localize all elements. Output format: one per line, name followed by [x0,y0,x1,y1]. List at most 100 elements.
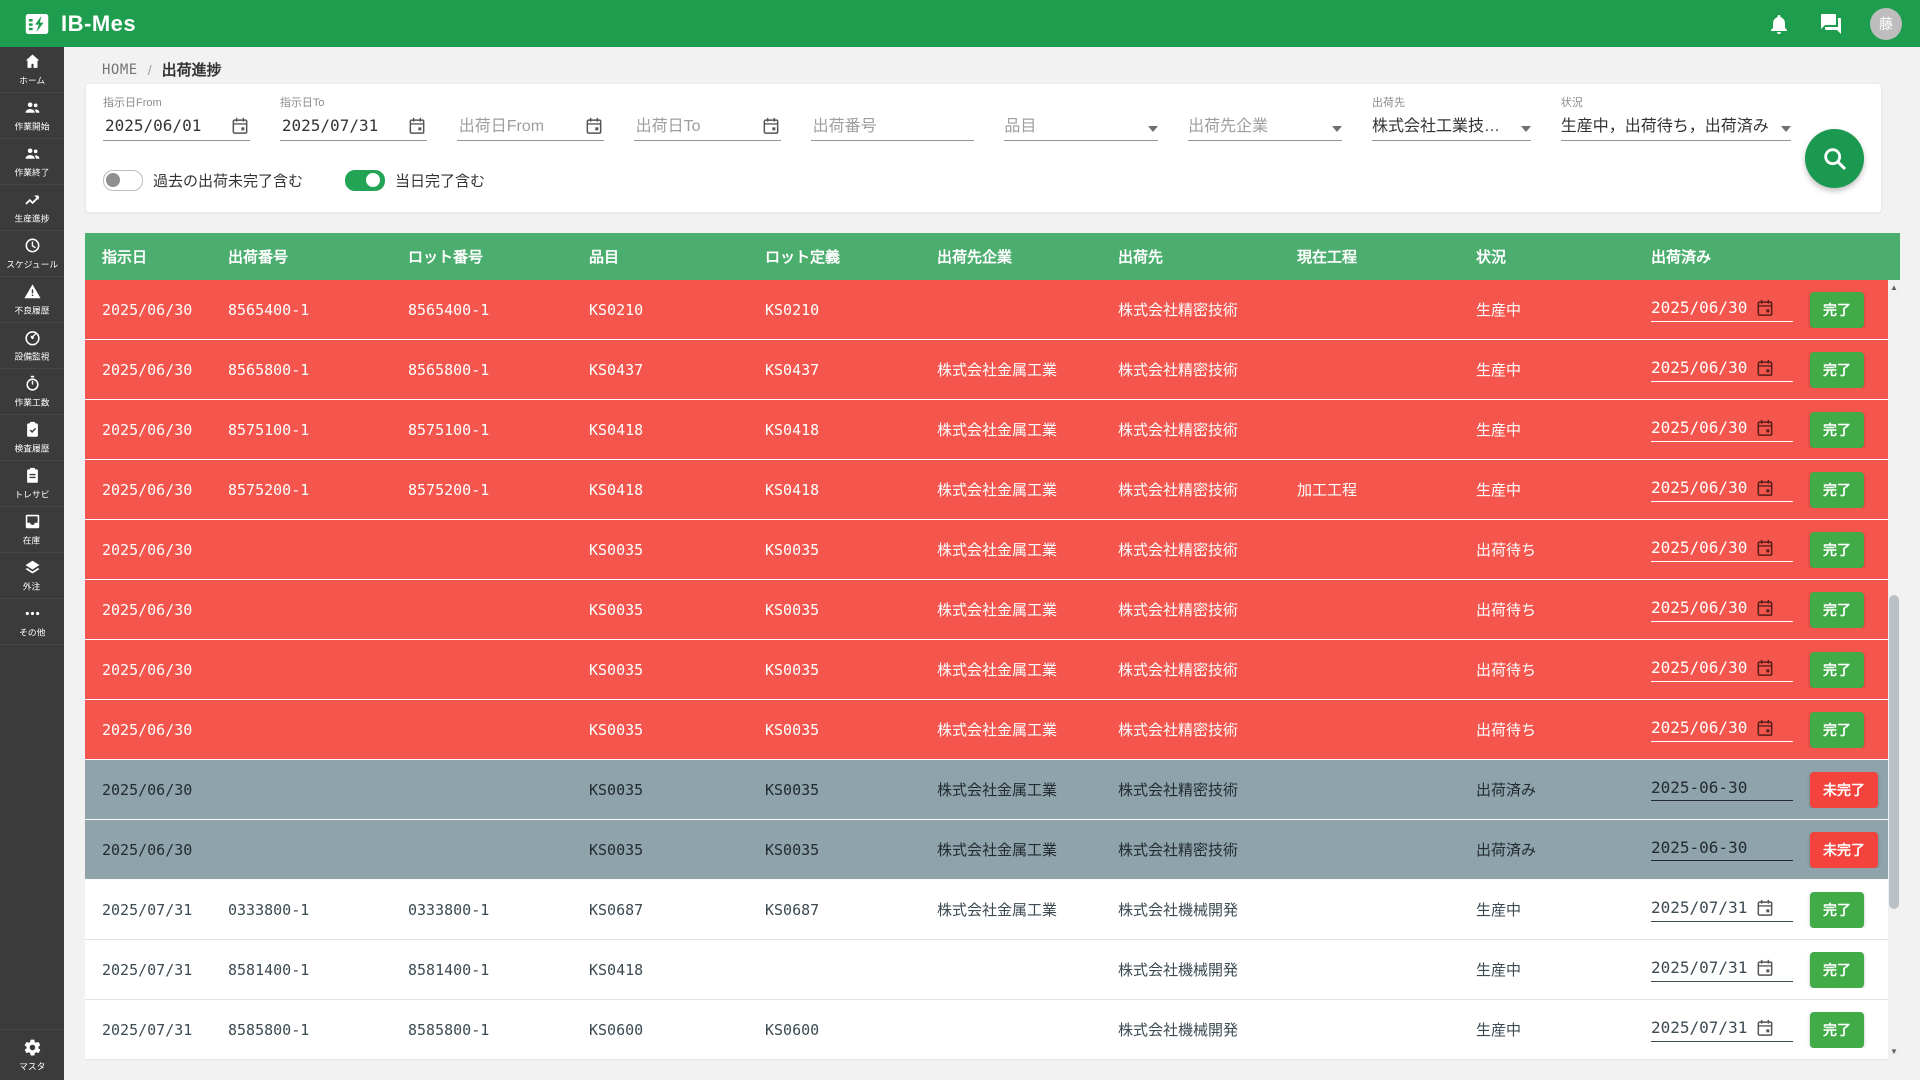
ship-date-field[interactable]: 2025/06/30 [1651,538,1793,562]
table-scrollbar[interactable]: ▲ ▼ [1888,280,1900,1060]
complete-button[interactable]: 完了 [1810,1011,1864,1048]
complete-button[interactable]: 完了 [1810,351,1864,388]
toggle-過去の出荷未完了含む[interactable]: 過去の出荷未完了含む [103,170,303,191]
complete-button[interactable]: 完了 [1810,291,1864,328]
cell-状況: 生産中 [1476,482,1522,499]
sidebar-item-トレサビ[interactable]: トレサビ [0,461,64,507]
select-value[interactable]: 品目 [1004,118,1037,135]
calendar-icon[interactable] [1755,298,1775,318]
cell-出荷済み: 2025/06/30 [1634,358,1804,382]
date-input[interactable] [456,115,578,136]
cell-状況: 生産中 [1476,362,1522,379]
sidebar-item-在庫[interactable]: 在庫 [0,507,64,553]
ship-date-field[interactable]: 2025/06/30 [1651,718,1793,742]
sidebar-item-label: マスタ [18,1061,46,1072]
cell-出荷先企業: 株式会社金属工業 [937,782,1058,799]
incomplete-button[interactable]: 未完了 [1810,831,1878,868]
complete-button[interactable]: 完了 [1810,531,1864,568]
text-input[interactable] [810,115,975,136]
scrollbar-thumb[interactable] [1889,595,1899,910]
ship-date-field[interactable]: 2025/07/31 [1651,898,1793,922]
toggle-track-icon[interactable] [103,170,143,191]
sidebar-item-作業工数[interactable]: 作業工数 [0,369,64,415]
sidebar-item-作業終了[interactable]: 作業終了 [0,139,64,185]
select-value[interactable]: 株式会社工業技… [1371,118,1500,135]
select-value[interactable]: 出荷先企業 [1188,118,1269,135]
complete-button[interactable]: 完了 [1810,711,1864,748]
search-button[interactable] [1805,129,1864,188]
sidebar-item-その他[interactable]: その他 [0,599,64,645]
cell-出荷先: 株式会社精密技術 [1118,782,1239,799]
warning-icon [23,284,41,299]
sidebar-item-設備監視[interactable]: 設備監視 [0,323,64,369]
incomplete-button[interactable]: 未完了 [1810,771,1878,808]
calendar-icon[interactable] [584,116,604,136]
sidebar-item-作業開始[interactable]: 作業開始 [0,93,64,139]
ship-date-field[interactable]: 2025/06/30 [1651,598,1793,622]
notifications-bell-icon[interactable] [1766,11,1792,37]
column-header-品目: 品目 [589,249,620,266]
calendar-icon[interactable] [1755,538,1775,558]
cell-品目: KS0035 [589,840,644,859]
user-avatar[interactable]: 藤 [1870,7,1902,40]
calendar-icon[interactable] [407,116,427,136]
chevron-down-icon[interactable] [1331,126,1342,132]
scroll-down-icon[interactable]: ▼ [1890,1047,1898,1056]
calendar-icon[interactable] [1755,898,1775,918]
ship-date-field[interactable]: 2025/07/31 [1651,1018,1793,1042]
ship-date-field[interactable]: 2025/06/30 [1651,418,1793,442]
complete-button[interactable]: 完了 [1810,471,1864,508]
ship-date-field[interactable]: 2025/06/30 [1651,298,1793,322]
cell-出荷済み: 2025/06/30 [1634,538,1804,562]
app-bar: IB-Mes 藤 [0,0,1920,47]
ship-date-field[interactable]: 2025/06/30 [1651,658,1793,682]
chevron-down-icon[interactable] [1148,126,1159,132]
chevron-down-icon[interactable] [1520,126,1531,132]
calendar-icon[interactable] [1755,958,1775,978]
cell-出荷先: 株式会社精密技術 [1118,482,1239,499]
complete-button[interactable]: 完了 [1810,651,1864,688]
filter-field-指示日To: 指示日To [279,94,427,141]
ship-date-field[interactable]: 2025/06/30 [1651,358,1793,382]
sidebar-item-不良履歴[interactable]: 不良履歴 [0,277,64,323]
select-value[interactable]: 生産中，出荷待ち，出荷済み [1560,118,1769,135]
ship-date-field[interactable]: 2025-06-30 [1651,838,1793,861]
calendar-icon[interactable] [230,116,250,136]
chevron-down-icon[interactable] [1781,126,1792,132]
toggle-当日完了含む[interactable]: 当日完了含む [345,170,485,191]
sidebar-item-ホーム[interactable]: ホーム [0,47,64,93]
ship-date-value: 2025/06/30 [1651,718,1748,737]
date-input[interactable] [279,115,401,136]
cell-ロット定義: KS0210 [765,300,820,319]
ship-date-field[interactable]: 2025/06/30 [1651,478,1793,502]
calendar-icon[interactable] [1755,1018,1775,1038]
calendar-icon[interactable] [1755,478,1775,498]
complete-button[interactable]: 完了 [1810,411,1864,448]
calendar-icon[interactable] [1755,658,1775,678]
scrollbar-track[interactable] [1888,296,1900,1044]
toggle-label: 過去の出荷未完了含む [153,173,304,190]
scroll-up-icon[interactable]: ▲ [1890,283,1898,292]
calendar-icon[interactable] [1755,418,1775,438]
cell-出荷先企業: 株式会社金属工業 [937,722,1058,739]
sidebar-item-スケジュール[interactable]: スケジュール [0,231,64,277]
cell-指示日: 2025/06/30 [102,300,193,319]
calendar-icon[interactable] [761,116,781,136]
date-input[interactable] [103,115,224,136]
sidebar-item-外注[interactable]: 外注 [0,553,64,599]
date-input[interactable] [633,115,755,136]
sidebar-item-生産進捗[interactable]: 生産進捗 [0,185,64,231]
ship-date-field[interactable]: 2025-06-30 [1651,778,1793,801]
calendar-icon[interactable] [1755,718,1775,738]
sidebar-item-マスタ[interactable]: マスタ [0,1029,64,1080]
complete-button[interactable]: 完了 [1810,891,1864,928]
ship-date-field[interactable]: 2025/07/31 [1651,958,1793,982]
chat-icon[interactable] [1818,11,1844,37]
calendar-icon[interactable] [1755,598,1775,618]
breadcrumb-home-link[interactable]: HOME [102,61,138,78]
toggle-track-icon[interactable] [345,170,386,191]
complete-button[interactable]: 完了 [1810,951,1864,988]
complete-button[interactable]: 完了 [1810,591,1864,628]
sidebar-item-検査履歴[interactable]: 検査履歴 [0,415,64,461]
calendar-icon[interactable] [1755,358,1775,378]
